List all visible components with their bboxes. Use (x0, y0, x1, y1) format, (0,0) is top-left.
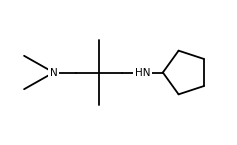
Text: N: N (50, 68, 58, 77)
Text: HN: HN (135, 68, 150, 77)
